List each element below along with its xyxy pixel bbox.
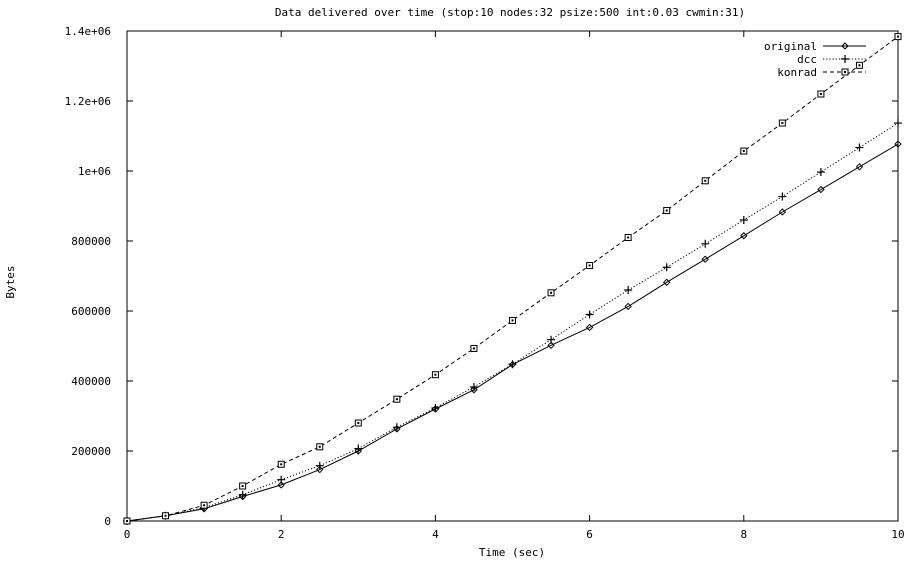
series-konrad-point-center — [897, 35, 899, 38]
series-original-point — [547, 341, 555, 350]
series-konrad-point-center — [858, 64, 861, 67]
series-konrad-point-center — [395, 398, 398, 401]
series-konrad-point-center — [241, 485, 244, 487]
series-konrad-point-center — [781, 122, 784, 125]
y-tick-label: 800000 — [71, 235, 111, 248]
series-konrad-point-center — [318, 445, 321, 448]
series-original-point — [470, 386, 478, 394]
series-original-point — [778, 208, 787, 216]
series-konrad-point-center — [819, 93, 822, 95]
series-dcc-point — [508, 360, 517, 369]
series-original-point — [316, 465, 324, 474]
y-tick-label: 0 — [104, 515, 111, 528]
legend-konrad-point-center — [844, 71, 846, 73]
series-dcc-point — [277, 475, 286, 484]
series-original-point — [740, 232, 748, 240]
x-tick-label: 8 — [740, 528, 747, 541]
plot-frame — [126, 30, 899, 522]
x-axis-label: Time (sec) — [479, 546, 545, 559]
series-dcc-point — [431, 403, 440, 412]
series-dcc-point — [855, 143, 864, 152]
y-axis-label: Bytes — [4, 265, 17, 298]
series-konrad-point-center — [742, 150, 745, 153]
series-layer — [123, 33, 902, 525]
series-dcc-point — [778, 192, 787, 201]
series-original-point — [431, 405, 440, 413]
legend-original-point — [841, 42, 849, 50]
series-original-point — [894, 140, 902, 148]
series-original — [123, 140, 902, 525]
series-konrad-point-center — [126, 520, 128, 522]
series-original-point — [662, 278, 671, 287]
series-original-point — [817, 185, 825, 194]
series-konrad-point-center — [434, 373, 437, 376]
series-dcc-point — [547, 335, 556, 344]
series-konrad-point-center — [665, 209, 668, 212]
x-tick-label: 2 — [278, 528, 285, 541]
legend-label-dcc: dcc — [797, 53, 817, 66]
series-dcc-point — [354, 444, 363, 453]
y-tick-label: 200000 — [71, 445, 111, 458]
y-tick-label: 400000 — [71, 375, 111, 388]
series-dcc-point — [238, 490, 247, 499]
y-tick-label: 1e+06 — [78, 165, 111, 178]
series-original-point — [855, 163, 864, 171]
axis-ticks: 0 2 4 6 8 10 0 200000 400000 600000 800000 1e+06 1.2… — [65, 25, 905, 541]
series-original-point — [624, 302, 632, 311]
chart-title: Data delivered over time (stop:10 nodes:… — [275, 6, 745, 19]
series-original-point — [277, 481, 285, 489]
series-dcc-point — [624, 286, 633, 294]
legend-label-original: original — [764, 40, 817, 53]
series-dcc-point — [469, 382, 478, 391]
series-konrad — [123, 33, 902, 525]
series-dcc-point — [315, 461, 324, 470]
y-tick-label: 600000 — [71, 305, 111, 318]
series-konrad-point-center — [550, 291, 553, 294]
legend-dcc-point — [841, 55, 849, 63]
series-konrad-point-center — [203, 504, 206, 507]
series-konrad-point-center — [280, 463, 283, 466]
series-original-point — [585, 323, 594, 332]
series-konrad-point-center — [588, 264, 591, 267]
series-dcc-point — [894, 119, 902, 128]
series-konrad-point-center — [357, 422, 360, 424]
series-line-konrad — [126, 36, 899, 522]
x-tick-label: 4 — [432, 528, 439, 541]
series-dcc-point — [662, 263, 671, 272]
x-tick-label: 0 — [124, 528, 131, 541]
series-konrad-point-center — [164, 514, 167, 517]
series-dcc-point — [739, 216, 748, 224]
series-konrad-point-center — [472, 347, 475, 350]
y-tick-label: 1.2e+06 — [65, 95, 111, 108]
x-tick-label: 10 — [891, 528, 904, 541]
series-konrad-point-center — [511, 319, 514, 322]
series-dcc-point — [816, 168, 825, 177]
series-konrad-point-center — [627, 236, 630, 239]
series-dcc-point — [585, 310, 594, 319]
series-original-point — [701, 255, 709, 263]
series-line-original — [126, 143, 899, 522]
series-dcc-point — [392, 423, 401, 432]
series-konrad-point-center — [704, 179, 707, 182]
legend-label-konrad: konrad — [777, 66, 817, 79]
series-dcc-point — [701, 239, 710, 248]
x-tick-label: 6 — [586, 528, 593, 541]
y-tick-label: 1.4e+06 — [65, 25, 111, 38]
